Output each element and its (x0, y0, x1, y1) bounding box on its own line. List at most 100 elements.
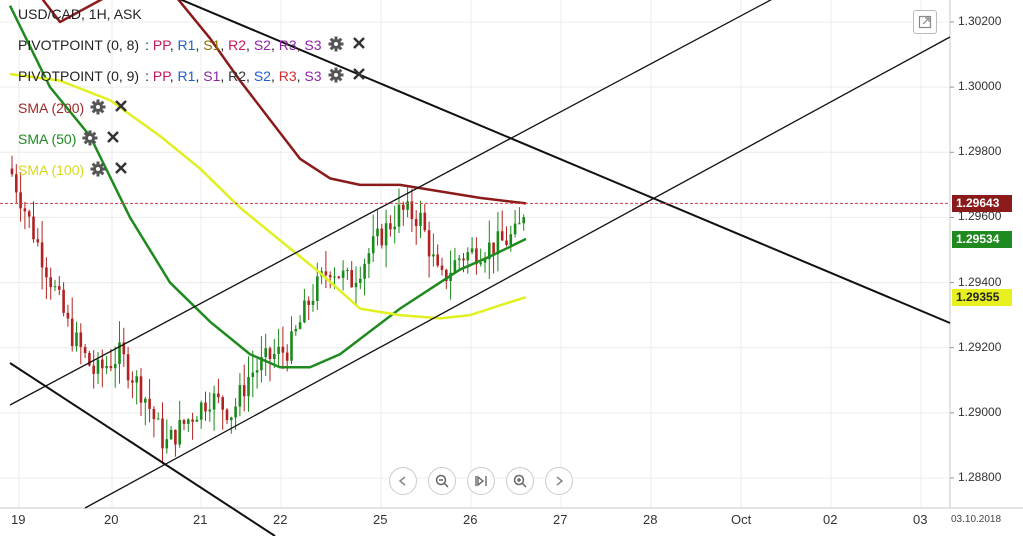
candle-body (479, 262, 482, 265)
symbol-title: USD/CAD, 1H, ASK (18, 6, 142, 22)
candle-body (234, 406, 237, 418)
candle-body (367, 253, 371, 264)
pivot-level-label: R1 (177, 68, 196, 84)
price-tick-label: 1.30000 (958, 79, 1002, 94)
sma-100-line (9, 72, 527, 320)
candle-body (522, 217, 525, 224)
date-tick-label: 03 (913, 512, 928, 527)
candle-body (96, 359, 100, 374)
close-icon[interactable] (106, 130, 124, 148)
price-tick-label: 1.29000 (958, 404, 1002, 419)
close-icon[interactable] (352, 67, 370, 85)
candle-body (191, 419, 194, 422)
candle-body (40, 242, 44, 268)
date-tick-label: 22 (273, 512, 288, 527)
indicator-sma-100[interactable]: SMA (100) (18, 161, 132, 179)
candle-body (148, 398, 151, 409)
indicator-name: PIVOTPOINT (0, 8) (18, 37, 140, 53)
candle-body (316, 276, 319, 301)
corner-date: 03.10.2018 (951, 514, 1002, 525)
candle-body (290, 331, 293, 361)
price-tag: 1.29355 (952, 289, 1012, 307)
candle-body (376, 228, 379, 237)
date-tick-label: 27 (553, 512, 568, 527)
close-icon[interactable] (114, 99, 132, 117)
gear-icon[interactable] (90, 99, 108, 117)
close-icon[interactable] (114, 161, 132, 179)
gear-icon[interactable] (328, 36, 346, 54)
candle-body (496, 231, 500, 255)
pivot-level-label: S2 (253, 37, 271, 53)
zoom-in-button[interactable] (506, 467, 534, 495)
candle-body (109, 365, 113, 369)
candle-body (156, 418, 160, 420)
candle-body (380, 228, 384, 246)
candle-body (281, 346, 285, 353)
zoom-out-button[interactable] (428, 467, 456, 495)
pivot-level-label: S2 (253, 68, 271, 84)
price-tick-label: 1.29200 (958, 339, 1002, 354)
sma-50-line (8, 5, 527, 369)
indicator-pivotpoint-9[interactable]: PIVOTPOINT (0, 9) : PP, R1, S1, R2, S2, … (18, 67, 370, 85)
pivot-level-label: R2 (228, 68, 247, 84)
resistance-trend-line (179, 0, 951, 324)
candle-body (264, 348, 267, 358)
candle-body (238, 385, 242, 407)
candle-body (346, 270, 349, 272)
candle-body (298, 322, 302, 329)
candle-body (410, 201, 414, 220)
candle-body (217, 393, 220, 398)
candle-body (27, 211, 31, 217)
indicator-pivotpoint-8[interactable]: PIVOTPOINT (0, 8) : PP, R1, S1, R2, S2, … (18, 36, 370, 54)
candle-body (122, 342, 126, 355)
candle-body (350, 270, 353, 288)
date-tick-label: 26 (463, 512, 478, 527)
pivot-level-label: R1 (177, 37, 196, 53)
candle-body (101, 359, 104, 369)
gear-icon[interactable] (90, 161, 108, 179)
candle-body (165, 439, 169, 449)
expand-icon[interactable] (913, 10, 937, 34)
candle-body (199, 402, 203, 420)
price-tick-label: 1.28800 (958, 470, 1002, 484)
scroll-left-button[interactable] (389, 467, 417, 495)
candle-body (277, 346, 280, 354)
scroll-right-button[interactable] (545, 467, 573, 495)
indicator-sma-50[interactable]: SMA (50) (18, 130, 124, 148)
candle-body (62, 289, 65, 313)
pivot-level-label: S1 (203, 68, 221, 84)
date-tick-label: 02 (823, 512, 838, 527)
price-tick-label: 1.29800 (958, 144, 1002, 159)
candle-body (105, 365, 108, 369)
candle-body (470, 248, 474, 253)
candle-body (247, 377, 250, 397)
pivot-level-label: S3 (304, 37, 322, 53)
indicator-sma-200[interactable]: SMA (200) (18, 99, 132, 117)
gear-icon[interactable] (82, 130, 100, 148)
candle-body (178, 420, 181, 445)
channel-upper-line (9, 0, 772, 406)
candle-body (221, 397, 224, 410)
candle-body (500, 231, 504, 241)
candle-body (419, 212, 422, 226)
sma-200-line (41, 0, 527, 205)
candle-body (92, 365, 95, 374)
candle-body (509, 234, 513, 245)
candle-body (518, 223, 521, 225)
gear-icon[interactable] (328, 67, 346, 85)
candle-body (393, 226, 396, 230)
candle-body (483, 259, 487, 263)
indicator-name: SMA (50) (18, 131, 77, 147)
pivot-level-label: R3 (278, 37, 297, 53)
pivot-level-label: S1 (203, 37, 221, 53)
candle-body (242, 385, 246, 397)
candle-body (371, 236, 375, 254)
symbol-title-text: USD/CAD, 1H, ASK (18, 6, 142, 22)
close-icon[interactable] (352, 36, 370, 54)
candle-body (53, 286, 57, 288)
candle-body (341, 270, 345, 278)
reset-view-button[interactable] (467, 467, 495, 495)
price-tick-label: 1.29600 (958, 209, 1002, 224)
candle-body (230, 417, 233, 421)
